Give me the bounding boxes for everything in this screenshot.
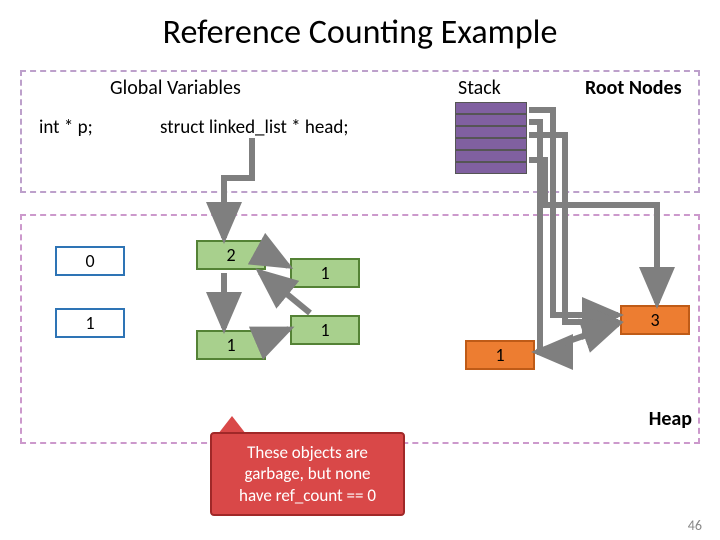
var-head: struct linked_list * head; [160, 116, 348, 139]
callout-box: These objects are garbage, but none have… [210, 432, 405, 516]
root-nodes-label: Root Nodes [585, 76, 682, 100]
heap-node-n1d: 1 [290, 315, 360, 345]
callout-line1: These objects are [222, 442, 393, 463]
page-title: Reference Counting Example [0, 0, 720, 63]
stack-cell [455, 150, 527, 162]
callout-line2: garbage, but none [222, 463, 393, 484]
stack-cell [455, 138, 527, 150]
page-number: 46 [688, 517, 702, 534]
stack-cell [455, 162, 527, 174]
heap-node-n1e: 1 [465, 340, 535, 370]
globals-label: Global Variables [110, 76, 241, 100]
heap-node-n3: 3 [620, 305, 690, 335]
stack-cell [455, 126, 527, 138]
var-p: int * p; [39, 116, 93, 139]
stack-cell [455, 114, 527, 126]
heap-node-n1b: 1 [290, 258, 360, 288]
heap-node-n0: 0 [55, 246, 125, 276]
heap-node-n1c: 1 [196, 330, 266, 360]
stack-label: Stack [458, 76, 501, 100]
heap-node-n1a: 1 [55, 308, 125, 338]
heap-node-n2: 2 [196, 240, 266, 270]
stack-cell [455, 102, 527, 114]
heap-label: Heap [649, 407, 692, 431]
callout-line3: have ref_count == 0 [222, 485, 393, 506]
